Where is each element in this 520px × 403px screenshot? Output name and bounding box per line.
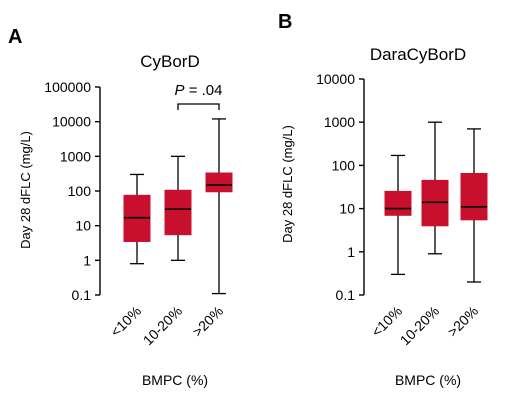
panel-b-y-axis-label: Day 28 dFLC (mg/L)	[280, 125, 295, 243]
panel-b-axes: 10000 1000 100 10 1 0.1	[316, 71, 365, 303]
panel-a-y-tick-label: 100	[68, 183, 92, 199]
panel-a-x-axis-label: BMPC (%)	[142, 372, 208, 388]
panel-a-box	[205, 172, 233, 193]
panel-b-box	[460, 172, 488, 221]
panel-a-axes: 100000 10000 1000 100 10 1 0.1	[44, 79, 101, 303]
panel-a-y-tick-label: 0.1	[72, 287, 92, 303]
panel-b-y-tick-label: 1	[347, 244, 355, 260]
panel-b-y-tick-label: 0.1	[336, 287, 356, 303]
panel-a-box	[164, 189, 192, 236]
panel-b-category-label: 10-20%	[397, 303, 442, 348]
panel-a-title: CyBorD	[140, 52, 200, 71]
panel-b-y-tick-label: 10	[339, 201, 355, 217]
panel-a-category-label: >20%	[189, 303, 226, 340]
panel-b-box	[384, 190, 412, 216]
panel-b-y-tick-label: 100	[332, 157, 356, 173]
panel-a-y-tick-label: 1000	[60, 148, 91, 164]
panel-b-x-axis-label: BMPC (%)	[395, 372, 461, 388]
panel-b-y-tick-label: 10000	[316, 71, 355, 87]
panel-b-marks: <10%10-20% >20%	[368, 121, 488, 348]
panel-a-marks: <10%10-20% >20% P = .04	[107, 82, 233, 348]
panel-a: A CyBorD Day 28 dFLC (mg/L) BMPC (%) 100…	[8, 26, 233, 388]
panel-a-letter: A	[8, 26, 22, 48]
panel-b-category-label: >20%	[444, 303, 481, 340]
panel-a-y-tick-label: 10000	[52, 114, 91, 130]
panel-b: B DaraCyBorD Day 28 dFLC (mg/L) BMPC (%)…	[278, 11, 488, 388]
panel-a-significance-bracket	[177, 103, 220, 110]
panel-a-y-tick-label: 100000	[44, 79, 91, 95]
panel-b-letter: B	[278, 11, 292, 33]
panel-b-y-tick-label: 1000	[324, 114, 355, 130]
panel-a-y-tick-label: 10	[75, 218, 91, 234]
panel-a-category-label: 10-20%	[140, 303, 185, 348]
panel-a-y-axis-label: Day 28 dFLC (mg/L)	[18, 131, 33, 249]
panel-a-y-tick-label: 1	[83, 252, 91, 268]
panel-b-title: DaraCyBorD	[370, 45, 466, 64]
panel-a-p-value-label: P = .04	[175, 82, 223, 99]
panel-a-category-label: <10%	[107, 303, 144, 340]
